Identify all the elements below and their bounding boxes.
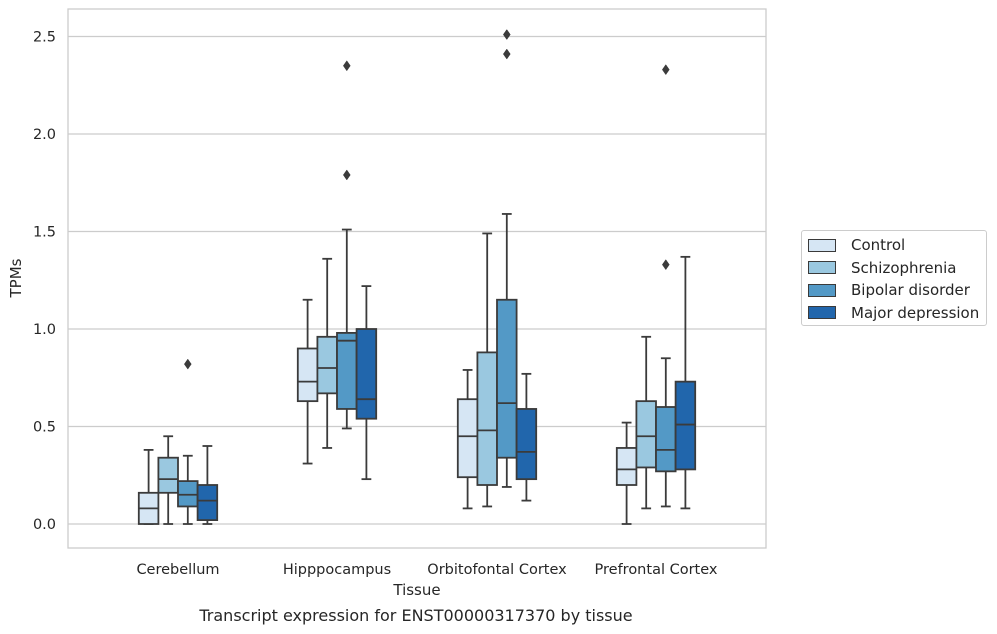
outlier-point — [342, 169, 351, 181]
legend-label: Major depression — [851, 303, 980, 322]
outlier-point — [502, 29, 511, 40]
box-iqr — [177, 480, 199, 508]
grid-lines — [68, 35, 766, 525]
box-iqr — [316, 335, 338, 395]
box-group — [157, 435, 179, 525]
y-tick-label: 0.0 — [33, 517, 56, 533]
legend-swatch — [808, 283, 836, 297]
box-iqr — [456, 398, 479, 479]
box-iqr — [296, 347, 319, 403]
x-tick-label: Prefrontal Cortex — [595, 562, 718, 578]
plot-frame — [67, 8, 767, 549]
legend-swatch — [808, 306, 836, 319]
box-group — [137, 448, 160, 525]
box-iqr — [196, 484, 219, 521]
y-axis-label: TPMs — [7, 258, 25, 298]
box-group — [296, 298, 319, 465]
x-axis-label: Tissue — [392, 581, 440, 599]
legend-label: Control — [851, 236, 906, 254]
box-group — [355, 285, 378, 481]
outlier-point — [502, 48, 511, 60]
box-group — [635, 335, 657, 510]
outlier-point — [183, 358, 192, 370]
chart-caption: Transcript expression for ENST0000031737… — [199, 606, 633, 625]
box-group — [316, 257, 338, 449]
box-iqr — [496, 298, 518, 459]
y-tick-label: 1.5 — [33, 225, 56, 241]
box-iqr — [655, 406, 677, 473]
outlier-point — [661, 64, 670, 76]
box-group — [496, 29, 518, 488]
box-plots — [137, 29, 697, 525]
box-group — [674, 255, 697, 510]
legend-swatch — [808, 238, 836, 252]
y-tick-label: 2.5 — [33, 30, 56, 46]
x-tick-label: Orbitofontal Cortex — [427, 562, 567, 578]
legend-item: Schizophrenia — [808, 258, 956, 278]
box-iqr — [355, 328, 378, 420]
y-tick-label: 2.0 — [33, 127, 56, 143]
legend-label: Schizophrenia — [851, 258, 957, 277]
box-iqr — [157, 456, 179, 494]
box-iqr — [476, 351, 498, 486]
box-iqr — [635, 400, 657, 469]
box-iqr — [674, 380, 697, 471]
box-group — [456, 369, 479, 510]
legend: Control Schizophrenia Bipolar disorder Majo… — [801, 230, 987, 326]
x-tick-labels: Cerebellum Hipppocampus Orbitofontal Corte… — [136, 562, 717, 578]
outlier-point — [661, 259, 670, 271]
box-group — [615, 421, 638, 525]
x-tick-label: Hipppocampus — [283, 562, 391, 578]
box-iqr — [336, 331, 358, 410]
legend-item: Bipolar disorder — [808, 280, 970, 300]
y-tick-label: 0.5 — [33, 420, 56, 436]
box-iqr — [615, 447, 638, 486]
box-group — [196, 445, 219, 525]
legend-item: Control — [808, 235, 905, 255]
legend-label: Bipolar disorder — [851, 281, 970, 299]
outlier-point — [342, 60, 351, 72]
x-tick-label: Cerebellum — [136, 562, 219, 578]
box-group — [655, 64, 677, 508]
y-tick-label: 1.0 — [33, 322, 56, 338]
y-tick-labels: 0.0 0.5 1.0 1.5 2.0 2.5 — [33, 30, 56, 534]
box-group — [336, 60, 358, 430]
box-group — [515, 372, 538, 502]
legend-swatch — [808, 261, 836, 274]
box-group — [476, 232, 498, 508]
box-group — [177, 358, 199, 525]
legend-item: Major depression — [808, 303, 979, 323]
box-iqr — [515, 408, 538, 481]
